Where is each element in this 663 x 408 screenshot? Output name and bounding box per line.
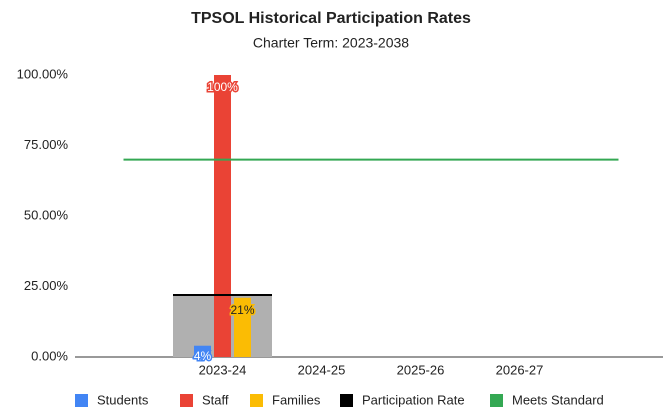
bar xyxy=(194,345,211,357)
y-tick-label: 75.00% xyxy=(24,137,69,152)
legend-label: Families xyxy=(272,392,321,407)
data-label: 4% xyxy=(194,349,212,363)
legend-label: Meets Standard xyxy=(512,392,604,407)
legend-swatch xyxy=(340,394,353,407)
x-tick-label: 2026-27 xyxy=(496,362,544,377)
x-tick-label: 2023-24 xyxy=(199,362,247,377)
legend-swatch xyxy=(490,394,503,407)
bar xyxy=(214,75,231,357)
legend-label: Participation Rate xyxy=(362,392,465,407)
data-label: 21% xyxy=(230,303,254,317)
x-tick-label: 2025-26 xyxy=(397,362,445,377)
y-tick-label: 100.00% xyxy=(17,66,69,81)
chart-title: TPSOL Historical Participation Rates xyxy=(191,10,471,27)
legend-label: Students xyxy=(97,392,149,407)
x-tick-label: 2024-25 xyxy=(298,362,346,377)
data-label: 100% xyxy=(207,80,238,94)
y-tick-label: 50.00% xyxy=(24,207,69,222)
bar xyxy=(234,297,251,357)
legend-swatch xyxy=(250,394,263,407)
legend-swatch xyxy=(75,394,88,407)
y-tick-label: 25.00% xyxy=(24,278,69,293)
legend-label: Staff xyxy=(202,392,229,407)
y-tick-label: 0.00% xyxy=(31,348,68,363)
chart-subtitle: Charter Term: 2023-2038 xyxy=(253,35,409,51)
legend-swatch xyxy=(180,394,193,407)
